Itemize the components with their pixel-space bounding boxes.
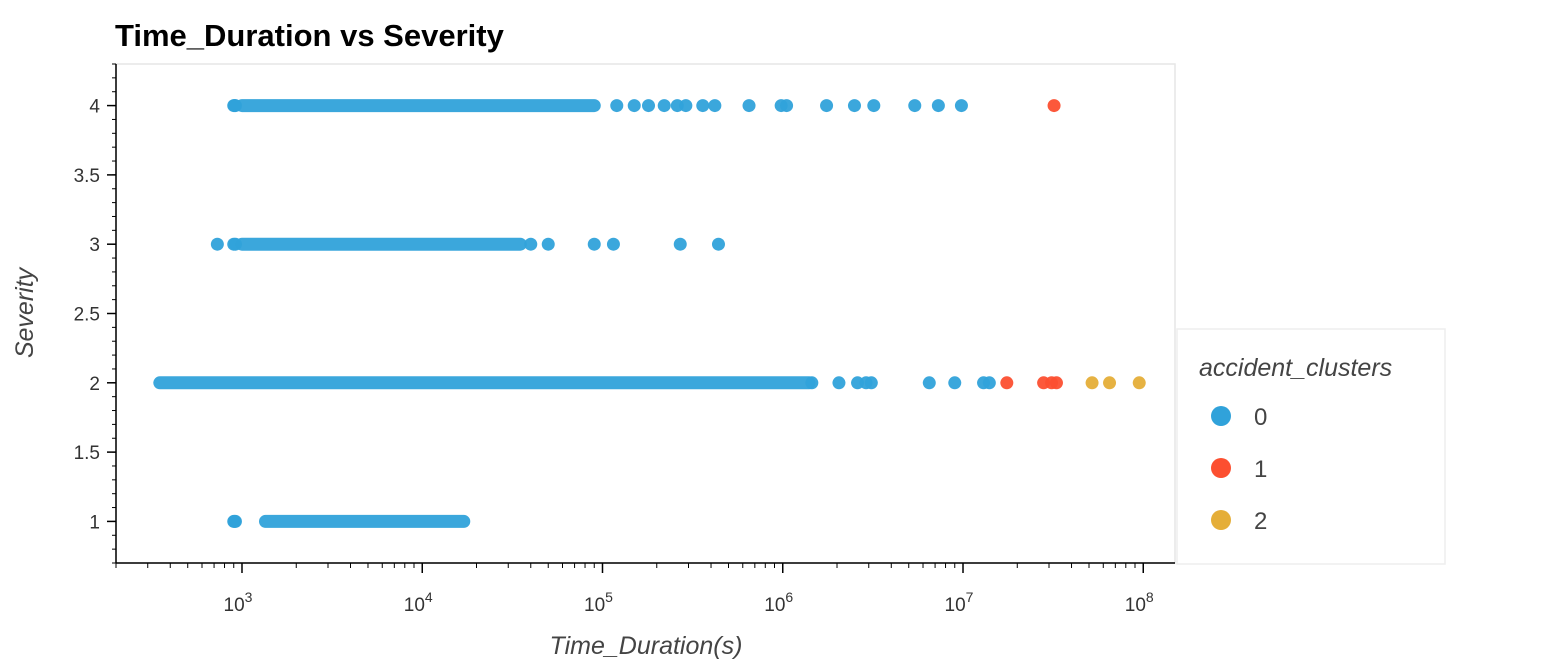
scatter-point	[922, 376, 936, 390]
dense-point-band	[235, 99, 601, 113]
scatter-point	[1103, 376, 1117, 390]
scatter-point	[696, 99, 710, 113]
scatter-point	[908, 99, 922, 113]
scatter-point	[642, 99, 656, 113]
x-tick-label: 107	[945, 589, 974, 616]
scatter-point	[982, 376, 996, 390]
y-tick-label: 3	[89, 235, 100, 256]
scatter-point	[1132, 376, 1146, 390]
scatter-point	[867, 99, 881, 113]
x-axis-label: Time_Duration(s)	[550, 632, 743, 660]
scatter-point	[587, 237, 601, 251]
scatter-point	[820, 99, 834, 113]
y-tick-label: 4	[89, 97, 100, 118]
points-layer	[153, 99, 1146, 528]
legend-label: 2	[1254, 508, 1267, 535]
y-tick-label: 1	[89, 512, 100, 533]
legend-entries: 0 1 2	[1211, 404, 1267, 535]
scatter-point	[228, 514, 242, 528]
scatter-point	[679, 99, 693, 113]
scatter-point	[228, 237, 242, 251]
scatter-point	[1049, 376, 1063, 390]
legend: accident_clusters 0 1 2	[1176, 328, 1446, 565]
scatter-point	[742, 99, 756, 113]
scatter-point	[228, 99, 242, 113]
axes: 1 1.5 2 2.5 3 3.5 4 103 104 105 106 107 108	[74, 63, 1175, 616]
legend-title: accident_clusters	[1199, 354, 1392, 382]
y-tick-label: 3.5	[74, 166, 100, 187]
scatter-point	[541, 237, 555, 251]
scatter-point	[864, 376, 878, 390]
x-tick-label: 104	[404, 589, 433, 616]
scatter-point	[524, 237, 538, 251]
scatter-point	[673, 237, 687, 251]
legend-marker	[1211, 406, 1231, 426]
scatter-point	[708, 99, 722, 113]
x-tick-label: 106	[764, 589, 793, 616]
dense-point-band	[235, 237, 527, 251]
scatter-point	[1047, 99, 1061, 113]
y-axis-label: Severity	[11, 266, 39, 358]
legend-label: 1	[1254, 456, 1267, 483]
chart-title: Time_Duration vs Severity	[115, 18, 505, 53]
dense-point-band	[258, 514, 471, 528]
y-tick-label: 1.5	[74, 443, 100, 464]
scatter-point	[847, 99, 861, 113]
dense-point-band	[153, 376, 816, 390]
y-tick-label: 2	[89, 374, 100, 395]
scatter-point	[610, 99, 624, 113]
scatter-point	[711, 237, 725, 251]
y-tick-label: 2.5	[74, 305, 100, 326]
x-tick-label: 105	[584, 589, 613, 616]
scatter-point	[210, 237, 224, 251]
scatter-point	[606, 237, 620, 251]
scatter-point	[832, 376, 846, 390]
scatter-point	[657, 99, 671, 113]
scatter-point	[948, 376, 962, 390]
scatter-point	[780, 99, 794, 113]
legend-marker	[1211, 458, 1231, 478]
scatter-point	[1085, 376, 1099, 390]
scatter-point	[805, 376, 819, 390]
scatter-point	[627, 99, 641, 113]
legend-label: 0	[1254, 404, 1267, 431]
scatter-point	[931, 99, 945, 113]
legend-marker	[1211, 510, 1231, 530]
plot-frame	[115, 63, 1176, 564]
scatter-point	[954, 99, 968, 113]
scatter-point	[1000, 376, 1014, 390]
x-tick-label: 108	[1125, 589, 1154, 616]
x-tick-label: 103	[224, 589, 253, 616]
